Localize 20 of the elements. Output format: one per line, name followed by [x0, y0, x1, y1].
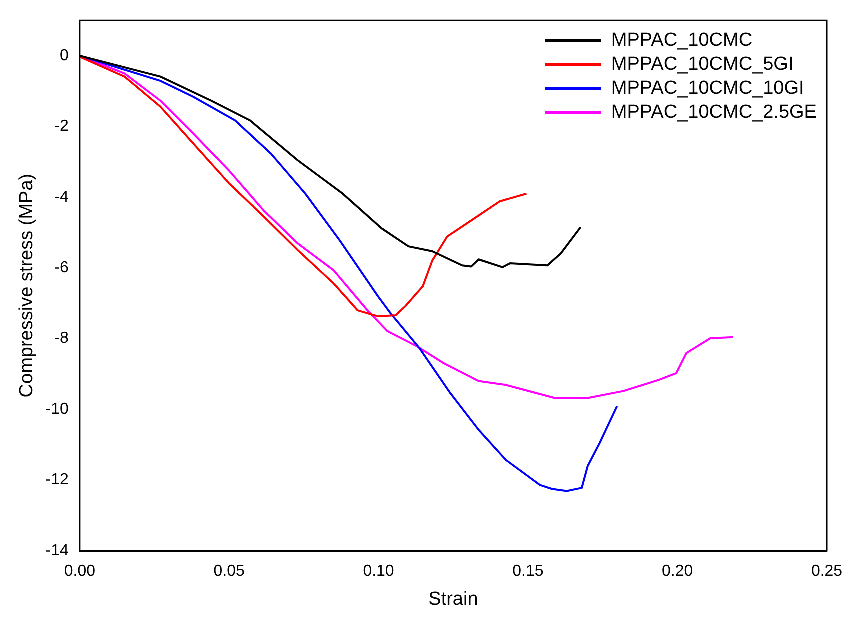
x-tick-label: 0.25: [811, 563, 843, 580]
y-tick-label: -8: [54, 330, 70, 348]
x-tick-label: 0.00: [64, 563, 96, 580]
y-tick-label: -12: [46, 472, 70, 489]
y-tick-label: -4: [54, 188, 70, 206]
y-tick-label: -14: [46, 542, 70, 560]
x-axis-title: Strain: [428, 588, 478, 610]
y-tick-label: -10: [46, 400, 70, 418]
x-tick-label: 0.10: [363, 563, 394, 580]
x-tick-label: 0.20: [662, 563, 694, 580]
y-tick-label: 0: [60, 47, 70, 64]
y-tick-label: -6: [54, 260, 70, 277]
legend-label: MPPAC_10CMC_10GI: [611, 78, 804, 100]
legend-label: MPPAC_10CMC_2.5GE: [611, 102, 817, 124]
y-axis-title: Compressive stress (MPa): [16, 174, 38, 398]
x-tick-label: 0.15: [512, 563, 544, 580]
x-tick-label: 0.05: [214, 563, 246, 580]
legend-label: MPPAC_10CMC: [611, 30, 753, 52]
legend-label: MPPAC_10CMC_5GI: [611, 54, 794, 76]
y-tick-label: -2: [54, 118, 70, 136]
